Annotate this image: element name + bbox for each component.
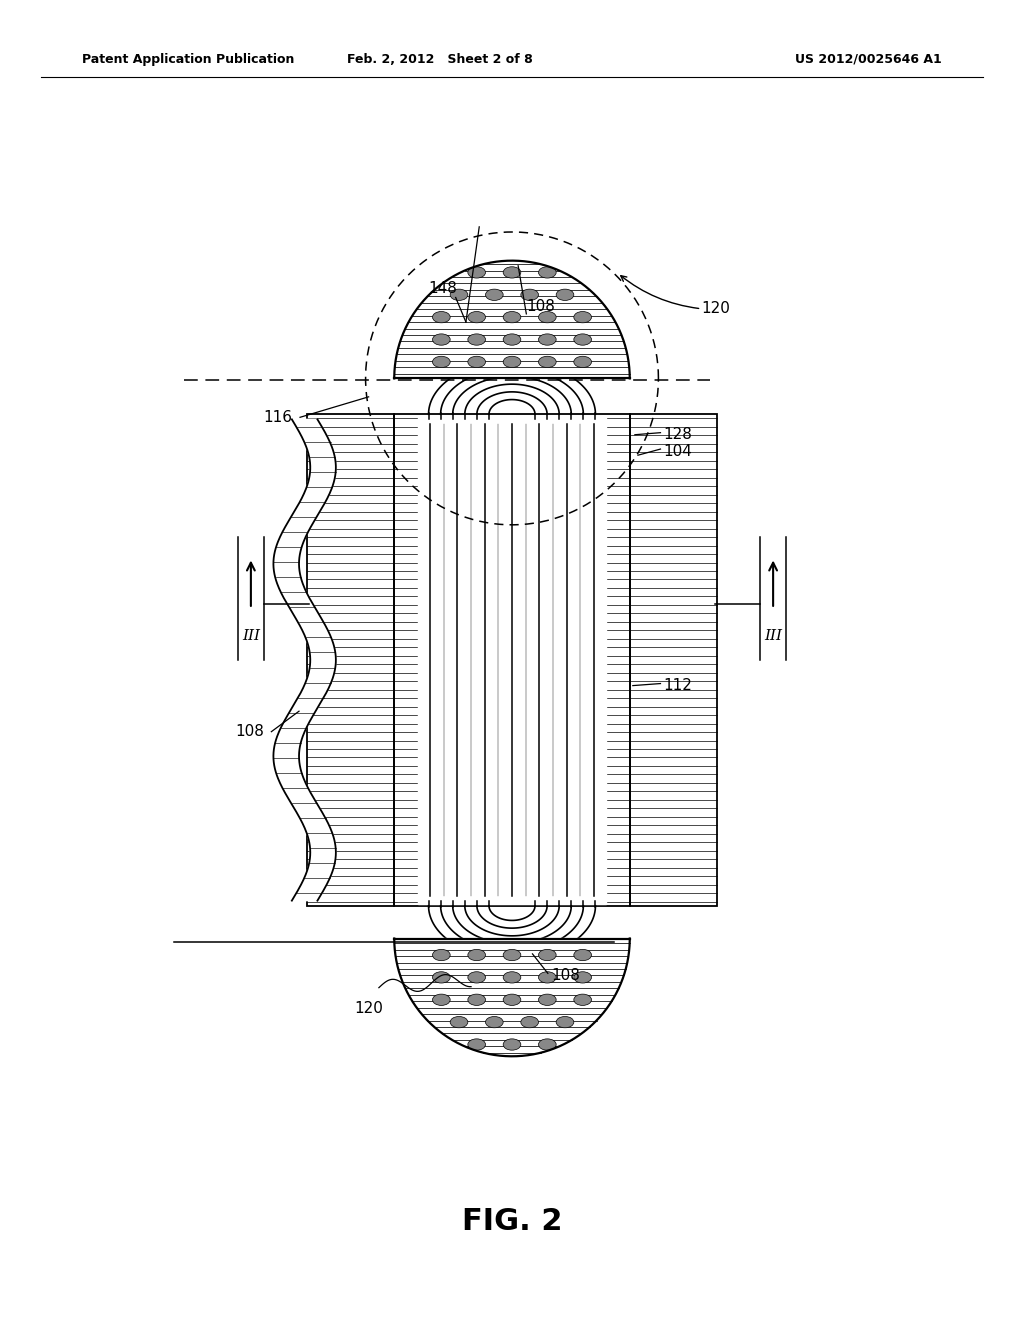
Text: 148: 148 xyxy=(428,281,457,297)
Text: III: III xyxy=(764,630,782,643)
Ellipse shape xyxy=(468,994,485,1006)
Text: 116: 116 xyxy=(263,409,292,425)
Ellipse shape xyxy=(432,994,451,1006)
Ellipse shape xyxy=(573,949,592,961)
Text: Feb. 2, 2012   Sheet 2 of 8: Feb. 2, 2012 Sheet 2 of 8 xyxy=(347,53,534,66)
Ellipse shape xyxy=(573,334,592,346)
Ellipse shape xyxy=(573,972,592,983)
Polygon shape xyxy=(630,414,717,906)
Ellipse shape xyxy=(503,972,521,983)
Text: 112: 112 xyxy=(664,678,692,693)
Ellipse shape xyxy=(468,267,485,279)
Ellipse shape xyxy=(539,356,556,367)
Ellipse shape xyxy=(503,994,521,1006)
Ellipse shape xyxy=(539,312,556,323)
Polygon shape xyxy=(394,414,630,906)
Ellipse shape xyxy=(468,1039,485,1051)
Ellipse shape xyxy=(503,356,521,367)
Ellipse shape xyxy=(468,949,485,961)
Polygon shape xyxy=(273,420,336,900)
Text: FIG. 2: FIG. 2 xyxy=(462,1206,562,1236)
Ellipse shape xyxy=(556,1016,573,1028)
Polygon shape xyxy=(307,414,394,906)
Ellipse shape xyxy=(468,312,485,323)
Polygon shape xyxy=(418,416,606,904)
Ellipse shape xyxy=(432,334,451,346)
Bar xyxy=(394,414,630,906)
Ellipse shape xyxy=(485,289,503,301)
Ellipse shape xyxy=(468,356,485,367)
Text: 120: 120 xyxy=(701,301,730,317)
Text: 108: 108 xyxy=(236,725,264,739)
Polygon shape xyxy=(394,260,630,379)
Ellipse shape xyxy=(451,289,468,301)
Ellipse shape xyxy=(468,972,485,983)
Polygon shape xyxy=(394,939,630,1056)
Ellipse shape xyxy=(432,312,451,323)
Ellipse shape xyxy=(539,1039,556,1051)
Text: 120: 120 xyxy=(354,1001,383,1016)
Ellipse shape xyxy=(539,972,556,983)
Ellipse shape xyxy=(539,994,556,1006)
Ellipse shape xyxy=(451,1016,468,1028)
Ellipse shape xyxy=(539,267,556,279)
Bar xyxy=(307,414,394,906)
Text: III: III xyxy=(242,630,260,643)
Text: US 2012/0025646 A1: US 2012/0025646 A1 xyxy=(796,53,942,66)
Ellipse shape xyxy=(539,949,556,961)
Ellipse shape xyxy=(485,1016,503,1028)
Ellipse shape xyxy=(521,1016,539,1028)
Text: 104: 104 xyxy=(664,444,692,458)
Ellipse shape xyxy=(521,289,539,301)
Text: 128: 128 xyxy=(664,428,692,442)
Ellipse shape xyxy=(468,334,485,346)
Text: 108: 108 xyxy=(526,298,555,314)
Ellipse shape xyxy=(573,356,592,367)
Text: 108: 108 xyxy=(551,968,580,983)
Ellipse shape xyxy=(432,972,451,983)
Ellipse shape xyxy=(503,334,521,346)
Ellipse shape xyxy=(503,312,521,323)
Text: Patent Application Publication: Patent Application Publication xyxy=(82,53,294,66)
Ellipse shape xyxy=(573,312,592,323)
Ellipse shape xyxy=(539,334,556,346)
Ellipse shape xyxy=(573,994,592,1006)
Ellipse shape xyxy=(432,356,451,367)
Ellipse shape xyxy=(556,289,573,301)
Ellipse shape xyxy=(432,949,451,961)
Ellipse shape xyxy=(503,1039,521,1051)
Ellipse shape xyxy=(503,949,521,961)
Ellipse shape xyxy=(503,267,521,279)
Bar xyxy=(630,414,717,906)
